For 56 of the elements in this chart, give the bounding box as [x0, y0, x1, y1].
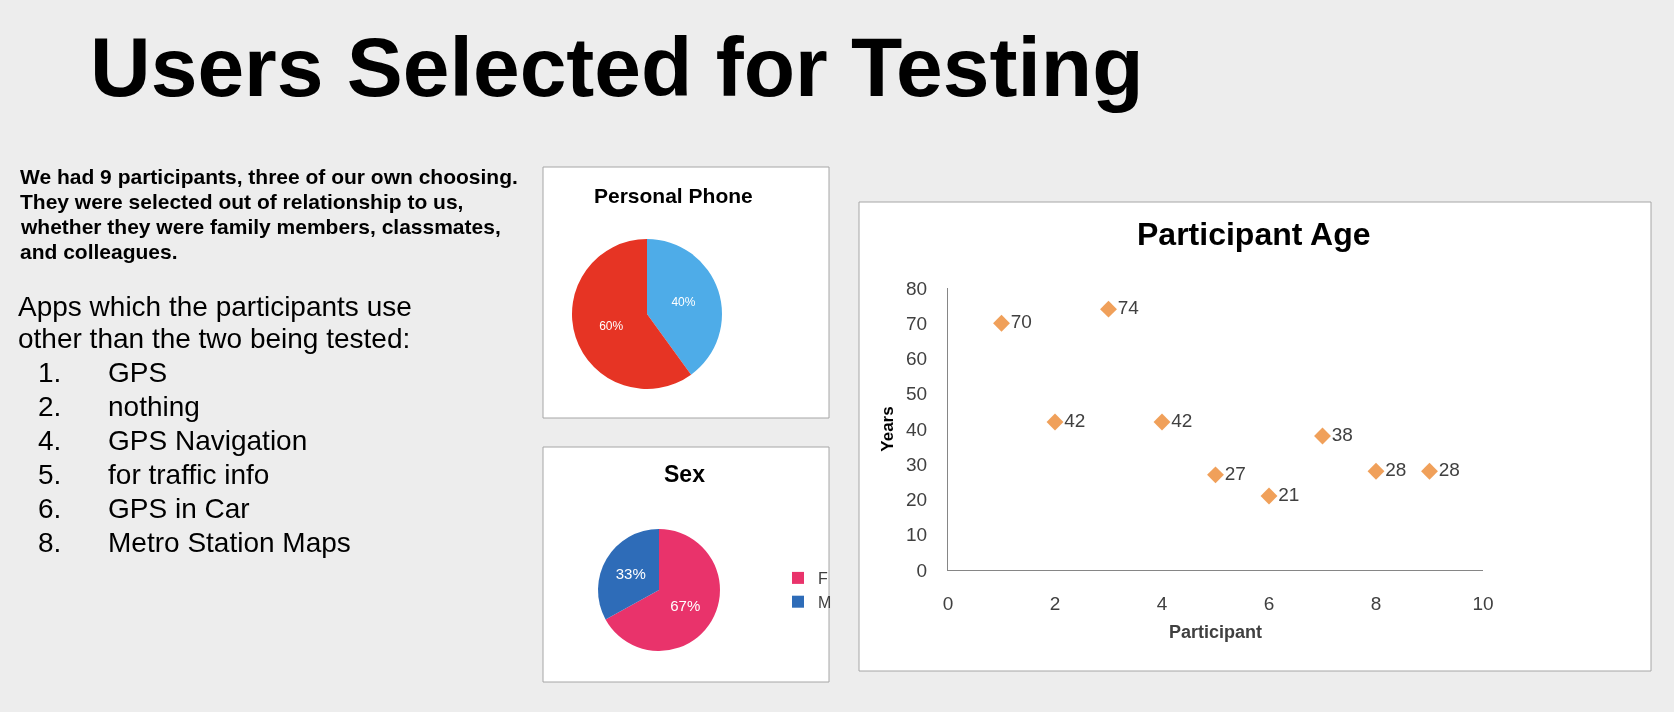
text: 2. nothing: [38, 391, 200, 422]
data-label: 60%: [599, 318, 624, 333]
text: We had 9 participants, three of our own choosing. They were selected out of relationship to us, whether they were family members, classmates, and colleagues.: [20, 165, 518, 263]
text: 8. Metro Station Maps: [38, 527, 351, 558]
x-tick-label: 6: [1263, 592, 1275, 614]
point: [1314, 427, 1331, 445]
data-label: 74: [1117, 296, 1140, 318]
legend-label: M: [818, 593, 832, 611]
y-axis-title: Years: [877, 406, 897, 452]
text: Apps which the participants use other than the two being tested:: [18, 291, 412, 354]
chart-title: Participant Age: [1137, 216, 1371, 252]
y-tick-label: 70: [906, 312, 928, 334]
point: [1207, 466, 1224, 484]
y-tick-label: 30: [906, 453, 928, 475]
x-axis-title: Participant: [1168, 621, 1263, 642]
point: [1046, 413, 1064, 431]
y-tick-label: 0: [916, 559, 928, 581]
data-label: 33%: [615, 564, 646, 582]
y-tick-label: 60: [906, 348, 928, 370]
y-tick-label: 40: [906, 418, 928, 440]
x-tick-label: 0: [942, 592, 954, 614]
pie-slice: [605, 529, 720, 651]
point: [1421, 462, 1438, 480]
data-label: 38: [1331, 423, 1353, 445]
point: [1367, 462, 1385, 480]
pie-slice: [647, 239, 722, 375]
point: [1153, 413, 1171, 431]
x-tick-label: 2: [1049, 592, 1061, 614]
x-tick-label: 4: [1156, 592, 1168, 614]
data-label: 42: [1064, 409, 1086, 431]
chart-title: Sex: [664, 461, 706, 487]
text: 1. GPS: [38, 357, 168, 388]
pie-slice: [598, 529, 659, 620]
text: 6. GPS in Car: [38, 493, 250, 524]
data-label: 28: [1385, 459, 1407, 481]
point: [1260, 487, 1278, 505]
legend-label: F: [818, 570, 828, 588]
data-label: 21: [1278, 483, 1300, 505]
data-label: 40%: [671, 295, 696, 310]
data-label: 28: [1438, 459, 1460, 481]
point: [1100, 300, 1117, 318]
data-label: 67%: [670, 597, 701, 615]
chart-title: Personal Phone: [594, 184, 753, 207]
y-tick-label: 80: [906, 277, 928, 299]
data-label: 42: [1171, 409, 1193, 431]
y-tick-label: 10: [906, 524, 928, 546]
x-tick-label: 8: [1370, 592, 1382, 614]
y-tick-label: 20: [906, 489, 928, 511]
data-label: 27: [1224, 462, 1246, 484]
point: [993, 314, 1010, 332]
x-tick-label: 10: [1472, 592, 1494, 614]
data-label: 70: [1010, 311, 1032, 332]
y-tick-label: 50: [906, 383, 928, 405]
text: 4. GPS Navigation: [38, 425, 308, 456]
text: Users Selected for Testing: [90, 20, 1144, 114]
text: 5. for traffic info: [38, 459, 270, 490]
